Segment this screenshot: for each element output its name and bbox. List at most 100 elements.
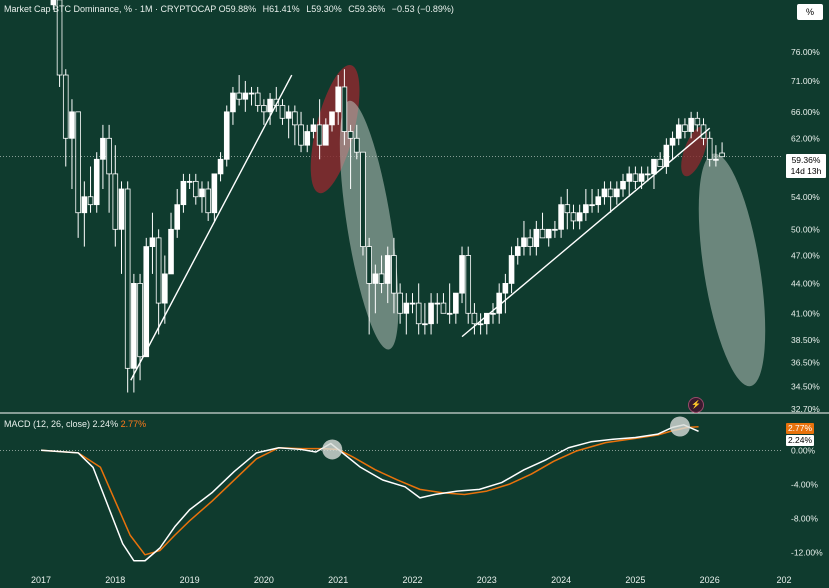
candle-up [713, 158, 719, 161]
price-axis-tick: 41.00% [791, 308, 820, 318]
candle-down [155, 237, 162, 304]
candle-down [539, 228, 546, 239]
open-value: 59.88% [225, 4, 257, 14]
chart-header: Market Cap BTC Dominance, % · 1M · CRYPT… [4, 4, 458, 14]
candle-up [521, 237, 527, 247]
candle-down [694, 117, 701, 126]
lightning-icon[interactable]: ⚡ [688, 397, 704, 413]
red-highlight-ellipse [310, 64, 360, 194]
candle-up [434, 302, 441, 305]
candle-down [657, 158, 663, 167]
candle-up [601, 188, 608, 198]
candle-down [471, 312, 478, 325]
candle-up [651, 158, 657, 175]
chart-title: Market Cap BTC Dominance, % · 1M · CRYPT… [4, 4, 217, 14]
candle-down [706, 137, 713, 160]
candle-up [614, 188, 620, 198]
time-axis-tick: 2020 [254, 575, 274, 585]
candle-up [422, 323, 428, 326]
candle-down [415, 302, 422, 325]
candle-up [459, 255, 465, 294]
candle-down [205, 188, 211, 214]
candle-up [583, 204, 589, 214]
candle-up [186, 180, 193, 183]
macd-badge: 2.24% [786, 435, 814, 446]
percent-scale-button[interactable]: % [797, 4, 823, 20]
time-axis-tick: 2019 [180, 575, 200, 585]
macd-value: 2.24% [92, 419, 119, 429]
candle-up [310, 124, 317, 132]
time-axis-tick: 2025 [625, 575, 645, 585]
change-value: −0.53 (−0.89%) [391, 4, 454, 14]
candle-up [595, 196, 602, 206]
macd-axis-tick: 0.00% [791, 445, 816, 455]
open-label: O [218, 4, 226, 14]
candle-up [688, 117, 694, 132]
candle-up [644, 173, 651, 176]
candle-up [552, 228, 558, 231]
macd-axis-tick: -4.00% [791, 479, 818, 489]
candle-up [162, 273, 168, 304]
candle-up [453, 292, 459, 314]
grey-projection-ellipse [698, 153, 766, 387]
candle-up [490, 312, 496, 315]
candle-up [131, 283, 137, 369]
grey-highlight-ellipse [339, 100, 399, 350]
candle-down [341, 86, 348, 132]
candle-up [409, 302, 416, 305]
candle-up [248, 92, 255, 95]
low-value: 59.30% [311, 4, 342, 14]
candle-down [397, 292, 403, 314]
candle-down [292, 111, 298, 126]
candle-down [564, 204, 571, 214]
candle-down [56, 0, 63, 76]
candle-up [223, 111, 230, 160]
candle-up [558, 204, 564, 230]
time-axis-tick: 2026 [700, 575, 720, 585]
candle-up [230, 92, 236, 113]
macd-header: MACD (12, 26, close) 2.24% 2.77% [4, 419, 146, 429]
candle-down [112, 173, 119, 230]
candle-down [137, 283, 143, 358]
price-axis-tick: 32.70% [791, 404, 820, 414]
candle-up [675, 124, 682, 139]
candle-up [149, 237, 156, 247]
candle-down [254, 92, 261, 106]
candle-up [143, 246, 150, 358]
candle-countdown: 14d 13h [790, 166, 822, 176]
candle-up [50, 0, 57, 6]
candle-up [663, 144, 670, 167]
candle-up [199, 188, 205, 198]
candle-up [69, 111, 75, 139]
candle-up [638, 173, 645, 182]
crossover-marker [322, 439, 343, 460]
signal-badge: 2.77% [786, 423, 814, 434]
price-axis-tick: 38.50% [791, 335, 820, 345]
candle-down [106, 137, 112, 175]
candle-up [477, 323, 484, 326]
candle-down [62, 74, 69, 139]
candle-down [316, 124, 323, 146]
candle-down [465, 255, 472, 314]
high-label: H [262, 4, 270, 14]
candle-up [118, 188, 125, 230]
high-value: 61.41% [269, 4, 300, 14]
candle-up [533, 228, 540, 247]
candle-down [682, 124, 688, 132]
time-axis-tick: 2021 [328, 575, 348, 585]
time-axis-tick: 2023 [477, 575, 497, 585]
candle-up [545, 228, 552, 239]
candle-up [446, 312, 453, 315]
candle-up [508, 255, 515, 284]
candlestick-series [50, 0, 725, 393]
candle-up [267, 98, 273, 113]
candle-down [124, 188, 131, 369]
candle-up [174, 204, 181, 230]
price-axis-tick: 71.00% [791, 76, 820, 86]
trendline-2022-2025 [461, 127, 711, 338]
price-axis-tick: 76.00% [791, 47, 820, 57]
time-axis-tick: 202 [776, 575, 791, 585]
close-value: 59.36% [354, 4, 386, 14]
candle-up [502, 283, 509, 294]
